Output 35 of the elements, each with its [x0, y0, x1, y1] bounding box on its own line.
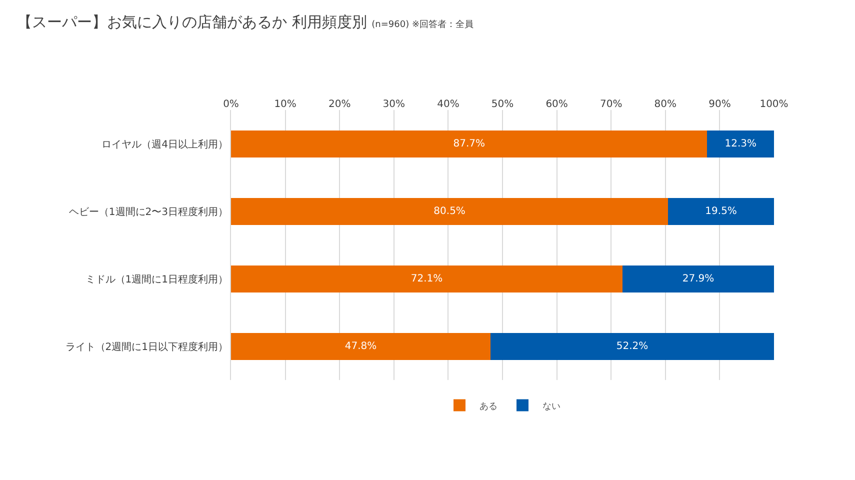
- data-label: 52.2%: [616, 340, 648, 352]
- bar: [622, 265, 774, 292]
- bar: [490, 332, 774, 360]
- bar: [231, 130, 708, 158]
- bar: [707, 130, 774, 158]
- x-tick-label: 10%: [274, 99, 296, 110]
- bar: [668, 198, 774, 225]
- x-tick-label: 30%: [382, 99, 406, 110]
- chart-title: 【スーパー】お気に入りの店舗があるか 利用頻度別: [17, 12, 367, 31]
- bar: [231, 332, 491, 360]
- y-tick-label: ヘビー（1週間に2〜3日程度利用）: [68, 206, 228, 218]
- y-tick-label: ロイヤル（週4日以上利用）: [102, 138, 228, 150]
- legend-label: ない: [542, 402, 560, 412]
- bar: [231, 265, 622, 292]
- data-label: 47.8%: [344, 340, 377, 352]
- data-label: 87.7%: [453, 138, 485, 150]
- x-tick-label: 70%: [600, 99, 622, 110]
- y-tick-label: ライト（2週間に1日以下程度利用）: [65, 340, 228, 353]
- data-label: 12.3%: [724, 138, 756, 150]
- chart-subtitle: (n=960) ※回答者：全員: [372, 18, 474, 30]
- data-label: 80.5%: [434, 206, 466, 217]
- x-tick-label: 40%: [437, 99, 460, 110]
- data-label: 19.5%: [705, 206, 737, 217]
- x-tick-label: 50%: [491, 99, 514, 110]
- x-tick-label: 60%: [546, 99, 568, 110]
- bar: [231, 198, 668, 225]
- x-tick-label: 0%: [223, 99, 239, 110]
- x-tick-label: 90%: [708, 99, 731, 110]
- x-tick-label: 80%: [654, 99, 677, 110]
- x-tick-label: 20%: [328, 99, 351, 110]
- data-label: 72.1%: [410, 273, 443, 284]
- data-label: 27.9%: [682, 273, 714, 284]
- y-tick-label: ミドル（1週間に1日程度利用）: [85, 273, 228, 286]
- legend-label: ある: [480, 402, 498, 412]
- x-tick-label: 100%: [760, 99, 788, 110]
